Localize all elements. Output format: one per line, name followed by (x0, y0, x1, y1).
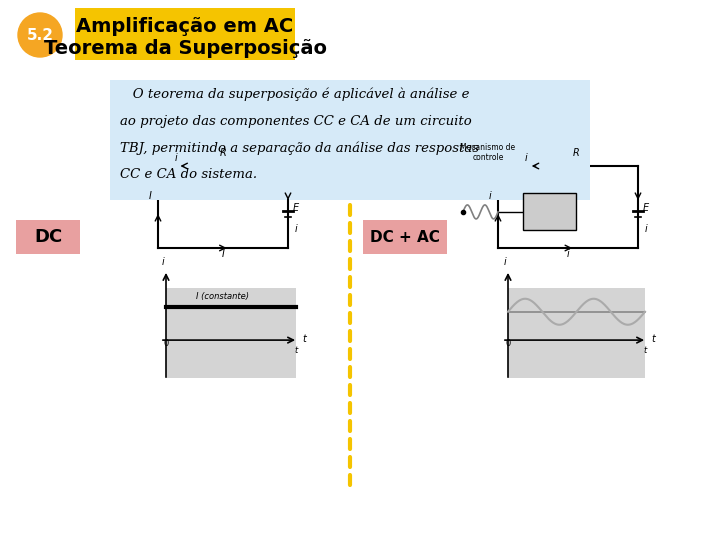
Text: i: i (644, 224, 647, 234)
Text: 5.2: 5.2 (27, 28, 53, 43)
Text: Teorema da Superposição: Teorema da Superposição (43, 38, 326, 57)
Bar (166, 288, 296, 378)
FancyBboxPatch shape (523, 193, 577, 230)
Text: DC + AC: DC + AC (370, 230, 440, 245)
Text: I: I (222, 249, 225, 259)
Text: O teorema da superposição é aplicável à análise e: O teorema da superposição é aplicável à … (120, 87, 469, 101)
Circle shape (18, 13, 62, 57)
Text: i: i (503, 257, 506, 267)
Text: 0: 0 (163, 340, 168, 348)
Text: 0: 0 (505, 340, 510, 348)
Text: I (constante): I (constante) (197, 292, 250, 300)
Text: i: i (489, 191, 491, 201)
FancyBboxPatch shape (16, 220, 80, 254)
Text: t: t (644, 346, 647, 355)
FancyBboxPatch shape (110, 80, 590, 200)
Text: i: i (161, 257, 164, 267)
Text: i: i (567, 249, 570, 259)
Text: CC e CA do sistema.: CC e CA do sistema. (120, 168, 257, 181)
Text: DC: DC (34, 228, 62, 246)
Text: i: i (525, 153, 527, 163)
Text: Amplificação em AC: Amplificação em AC (76, 17, 294, 37)
Text: E: E (643, 203, 649, 213)
Text: controle: controle (472, 153, 504, 163)
Text: R: R (573, 148, 580, 158)
Text: t: t (294, 346, 297, 355)
Text: Mecanismo de: Mecanismo de (460, 144, 516, 152)
Text: I: I (148, 191, 151, 201)
Text: E: E (293, 203, 299, 213)
Text: R: R (220, 148, 226, 158)
Text: t: t (651, 334, 655, 344)
Text: TBJ, permitindo a separação da análise das respostas: TBJ, permitindo a separação da análise d… (120, 141, 479, 155)
FancyBboxPatch shape (75, 8, 295, 60)
Bar (508, 288, 645, 378)
FancyBboxPatch shape (363, 220, 447, 254)
Text: ao projeto das componentes CC e CA de um circuito: ao projeto das componentes CC e CA de um… (120, 114, 472, 127)
Text: i: i (294, 224, 297, 234)
Text: t: t (302, 334, 306, 344)
Text: i: i (175, 153, 178, 163)
